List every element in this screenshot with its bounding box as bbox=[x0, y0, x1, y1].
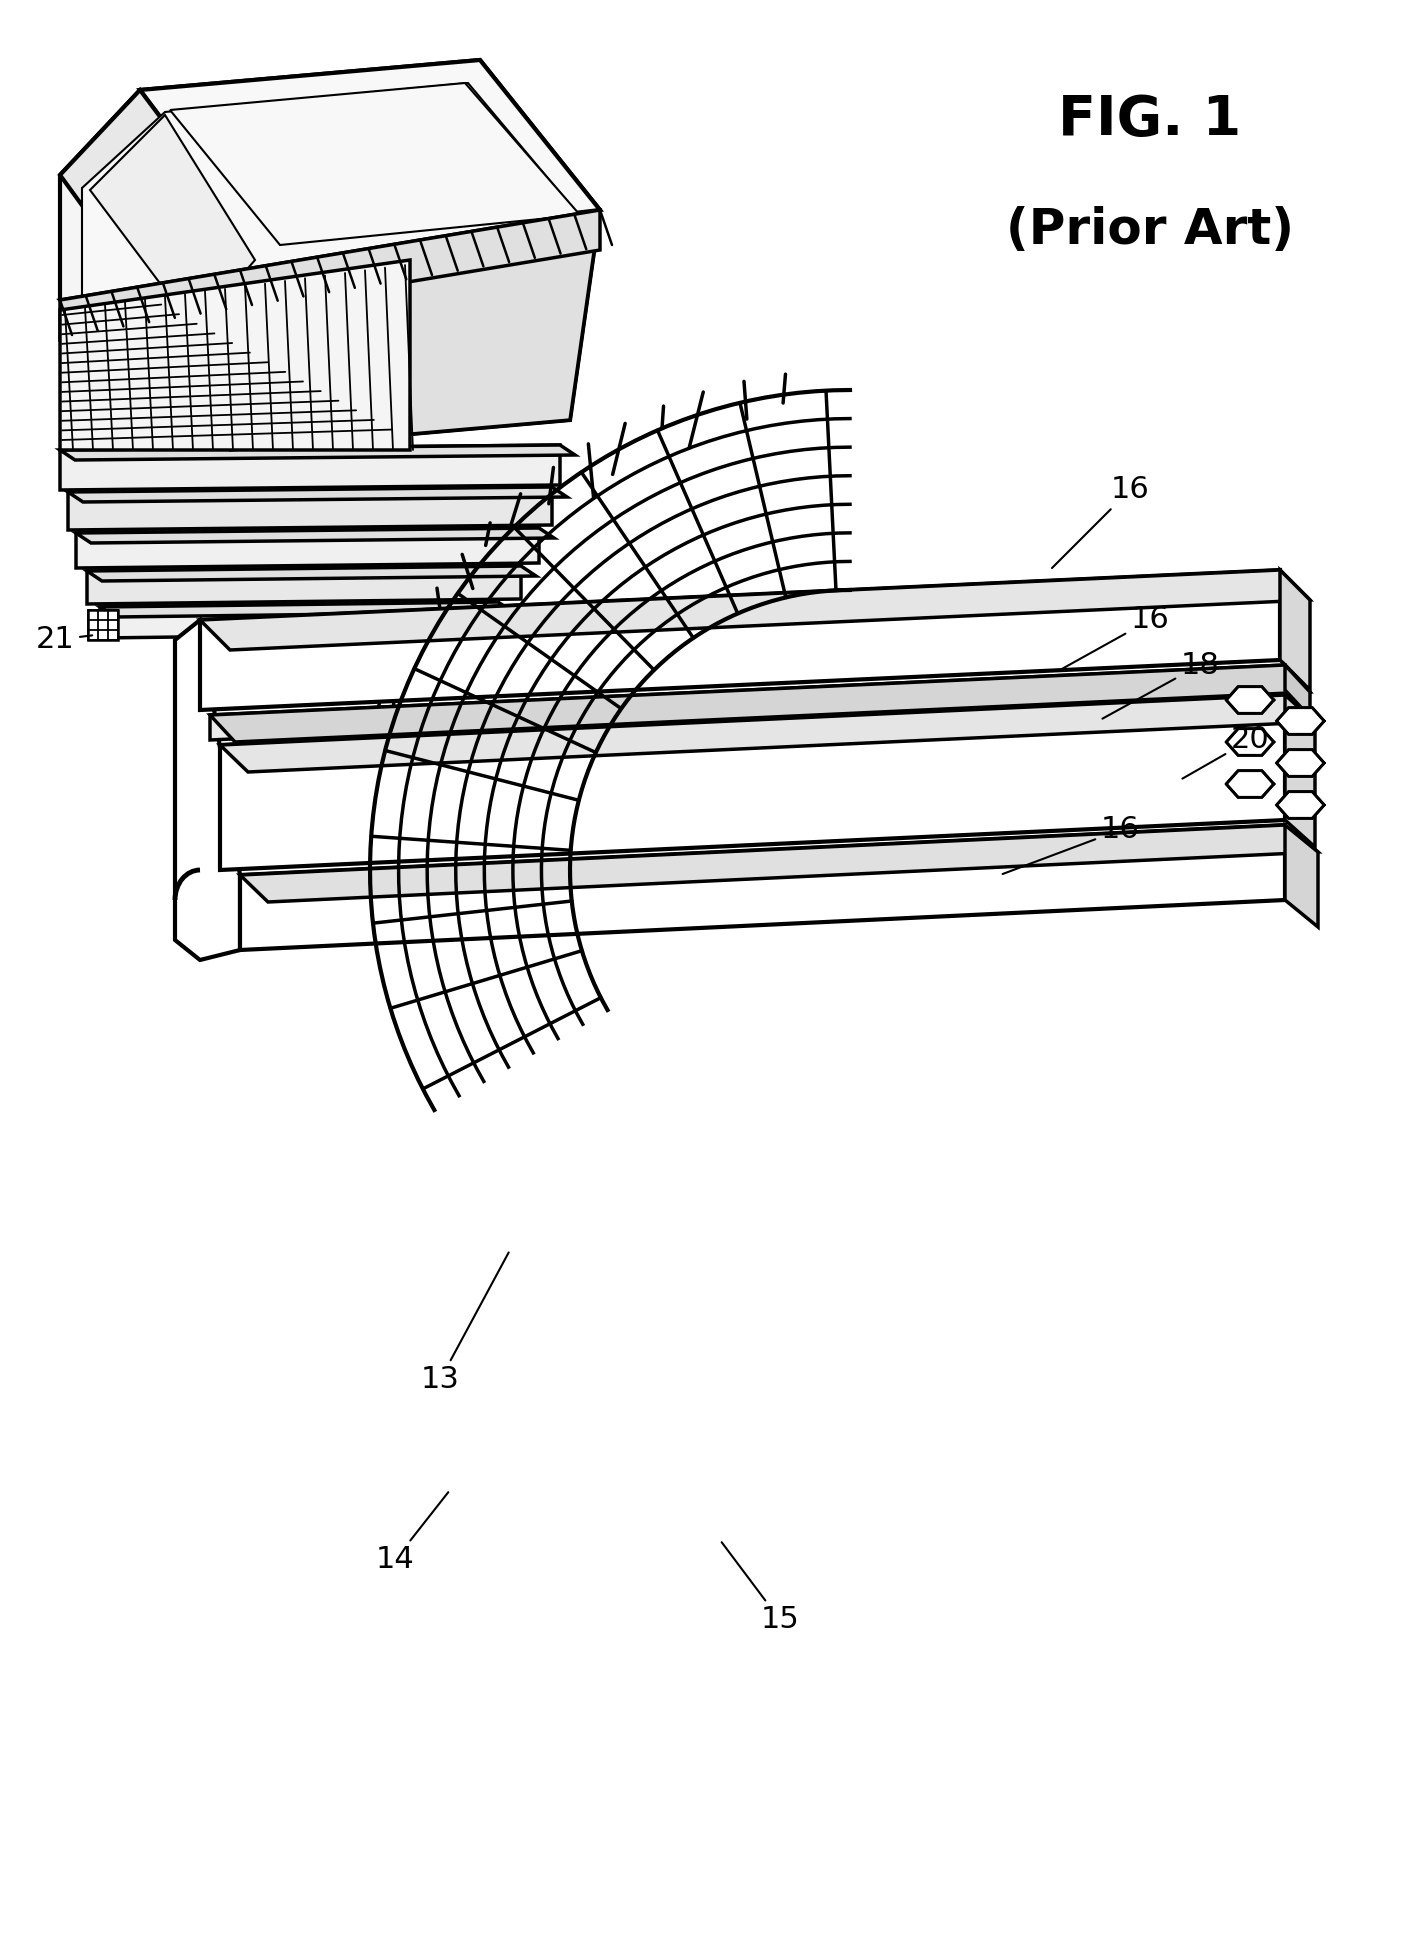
Polygon shape bbox=[1226, 771, 1274, 798]
Text: 16: 16 bbox=[1002, 816, 1139, 874]
Text: 16: 16 bbox=[1052, 476, 1149, 568]
Polygon shape bbox=[1284, 825, 1319, 927]
Text: 13: 13 bbox=[420, 1253, 508, 1395]
Polygon shape bbox=[370, 390, 850, 1110]
Polygon shape bbox=[140, 60, 600, 250]
Text: FIG. 1: FIG. 1 bbox=[1058, 94, 1242, 146]
Polygon shape bbox=[100, 603, 513, 617]
Polygon shape bbox=[60, 445, 575, 460]
Text: 20: 20 bbox=[1182, 726, 1269, 778]
Polygon shape bbox=[199, 570, 1280, 710]
Polygon shape bbox=[60, 211, 600, 339]
Polygon shape bbox=[1276, 792, 1324, 817]
Polygon shape bbox=[241, 825, 1319, 901]
Text: 16: 16 bbox=[1062, 605, 1169, 669]
Text: 15: 15 bbox=[722, 1541, 799, 1635]
Polygon shape bbox=[68, 488, 553, 531]
Text: (Prior Art): (Prior Art) bbox=[1005, 207, 1294, 254]
Polygon shape bbox=[60, 211, 600, 451]
Polygon shape bbox=[1284, 665, 1310, 718]
Polygon shape bbox=[100, 603, 498, 638]
Polygon shape bbox=[87, 566, 521, 605]
Polygon shape bbox=[241, 825, 1284, 950]
Polygon shape bbox=[88, 611, 118, 640]
Text: 14: 14 bbox=[376, 1493, 449, 1574]
Polygon shape bbox=[209, 665, 1310, 741]
Polygon shape bbox=[1276, 708, 1324, 734]
Polygon shape bbox=[169, 84, 580, 246]
Text: 21: 21 bbox=[36, 626, 93, 654]
Polygon shape bbox=[68, 488, 567, 501]
Polygon shape bbox=[60, 445, 560, 490]
Polygon shape bbox=[1276, 749, 1324, 776]
Polygon shape bbox=[1226, 728, 1274, 755]
Polygon shape bbox=[175, 620, 241, 960]
Text: 18: 18 bbox=[1102, 650, 1219, 718]
Polygon shape bbox=[1280, 570, 1310, 691]
Polygon shape bbox=[199, 570, 1310, 650]
Polygon shape bbox=[60, 90, 261, 339]
Polygon shape bbox=[60, 259, 410, 451]
Polygon shape bbox=[75, 529, 540, 568]
Polygon shape bbox=[87, 566, 535, 581]
Polygon shape bbox=[219, 695, 1284, 870]
Polygon shape bbox=[75, 529, 554, 542]
Polygon shape bbox=[83, 84, 582, 445]
Polygon shape bbox=[219, 695, 1314, 773]
Polygon shape bbox=[209, 665, 1284, 739]
Polygon shape bbox=[60, 60, 600, 451]
Polygon shape bbox=[1226, 687, 1274, 714]
Polygon shape bbox=[1284, 695, 1314, 847]
Polygon shape bbox=[90, 115, 255, 330]
